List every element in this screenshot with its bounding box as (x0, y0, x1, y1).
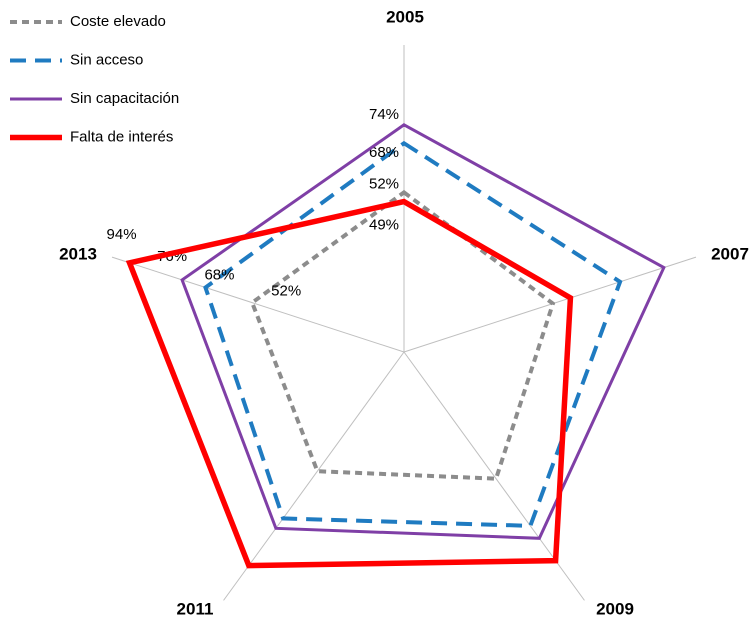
value-label: 74% (369, 106, 399, 123)
category-label: 2005 (386, 7, 424, 26)
value-label: 52% (271, 283, 301, 300)
series-line (249, 189, 556, 481)
category-label: 2009 (596, 599, 634, 618)
category-label: 2007 (711, 244, 749, 263)
legend-label: Falta de interés (70, 128, 173, 145)
legend-label: Coste elevado (70, 13, 166, 30)
value-label: 94% (107, 226, 137, 243)
legend-label: Sin capacitación (70, 90, 179, 107)
spoke (403, 256, 697, 353)
value-label: 68% (369, 144, 399, 161)
series-line (180, 123, 666, 540)
value-label: 68% (204, 266, 234, 283)
value-label: 49% (369, 217, 399, 234)
spoke (111, 256, 405, 353)
category-label: 2013 (59, 244, 97, 263)
spoke (223, 351, 405, 601)
legend-label: Sin acceso (70, 51, 143, 68)
value-label: 52% (369, 175, 399, 192)
category-label: 2011 (177, 599, 214, 618)
series-line (203, 140, 623, 528)
series-line (125, 198, 574, 569)
